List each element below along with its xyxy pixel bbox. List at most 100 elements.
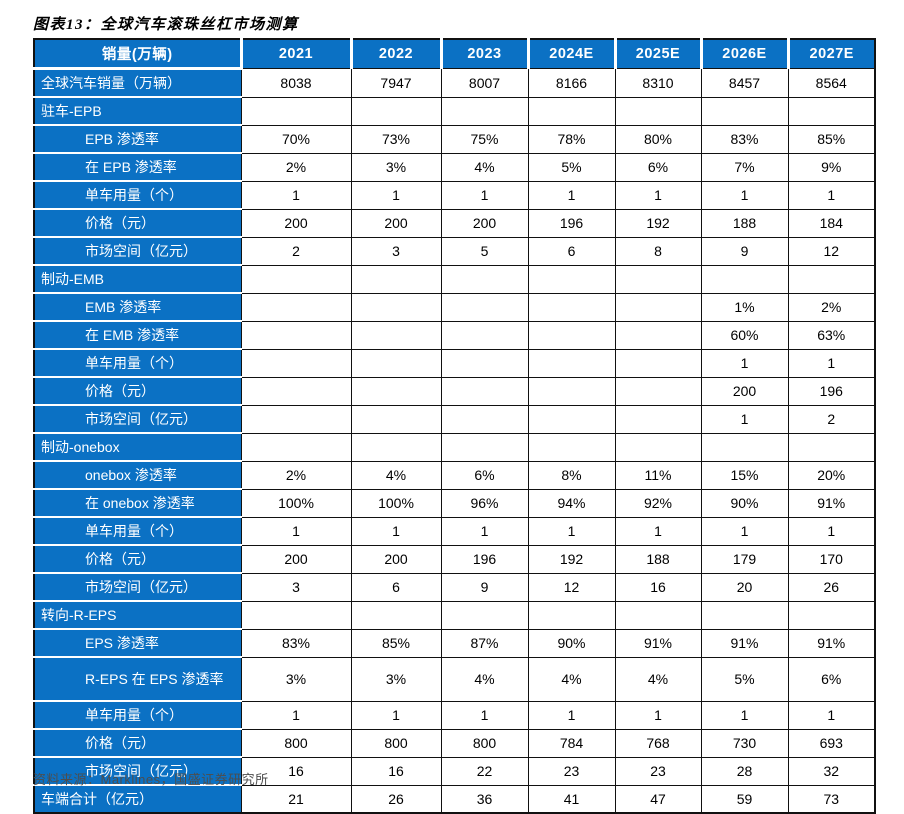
cell-value: 47 — [614, 784, 702, 814]
cell-value: 1 — [240, 180, 352, 210]
cell-value — [700, 600, 789, 630]
cell-value: 200 — [350, 208, 442, 238]
cell-value: 200 — [350, 544, 442, 574]
cell-value: 83% — [700, 124, 789, 154]
row-label: 制动-EMB — [34, 264, 242, 293]
cell-value: 73 — [787, 784, 876, 814]
cell-value — [440, 404, 529, 434]
cell-value: 12 — [787, 236, 876, 266]
table-row: 价格（元） 800 800 800 784 768 730 693 — [34, 728, 876, 758]
cell-value: 3 — [240, 572, 352, 602]
cell-value: 100% — [240, 488, 352, 518]
cell-value: 7% — [700, 152, 789, 182]
cell-value: 100% — [350, 488, 442, 518]
cell-value: 36 — [440, 784, 529, 814]
cell-value: 1 — [700, 348, 789, 378]
cell-value — [350, 600, 442, 630]
cell-value: 6 — [527, 236, 616, 266]
cell-value: 6% — [440, 460, 529, 490]
row-label: EPB 渗透率 — [34, 124, 242, 153]
cell-value: 1 — [440, 516, 529, 546]
cell-value: 85% — [787, 124, 876, 154]
cell-value: 11% — [614, 460, 702, 490]
cell-value — [350, 432, 442, 462]
cell-value — [700, 264, 789, 294]
row-label: 市场空间（亿元） — [34, 572, 242, 601]
cell-value: 96% — [440, 488, 529, 518]
cell-value: 41 — [527, 784, 616, 814]
cell-value: 9 — [440, 572, 529, 602]
column-header-year: 2024E — [526, 39, 615, 69]
cell-value — [350, 96, 442, 126]
cell-value — [350, 292, 442, 322]
cell-value — [614, 96, 702, 126]
cell-value: 1 — [700, 700, 789, 730]
cell-value: 2% — [787, 292, 876, 322]
row-label: 驻车-EPB — [34, 96, 242, 125]
table-row: 驻车-EPB — [34, 96, 876, 126]
table-row: EMB 渗透率 1% 2% — [34, 292, 876, 322]
row-label: 市场空间（亿元） — [34, 404, 242, 433]
table-row: EPS 渗透率 83% 85% 87% 90% 91% 91% 91% — [34, 628, 876, 658]
cell-value — [527, 432, 616, 462]
cell-value: 1 — [527, 516, 616, 546]
table-row: 在 EPB 渗透率 2% 3% 4% 5% 6% 7% 9% — [34, 152, 876, 182]
cell-value — [527, 96, 616, 126]
cell-value — [787, 96, 876, 126]
header-row: 销量(万辆) 2021 2022 2023 2024E 2025E 2026E 2027E — [34, 39, 875, 70]
cell-value: 768 — [614, 728, 702, 758]
market-estimate-table: 销量(万辆) 2021 2022 2023 2024E 2025E 2026E 2027E 全… — [33, 38, 876, 814]
cell-value: 6% — [614, 152, 702, 182]
column-header-year: 2027E — [786, 39, 875, 69]
row-label: 在 onebox 渗透率 — [34, 488, 242, 517]
cell-value: 26 — [350, 784, 442, 814]
cell-value: 91% — [787, 628, 876, 658]
cell-value — [240, 320, 352, 350]
cell-value — [614, 348, 702, 378]
table-row: 单车用量（个） 1 1 1 1 1 1 1 — [34, 516, 876, 546]
cell-value: 94% — [527, 488, 616, 518]
cell-value: 4% — [440, 152, 529, 182]
cell-value: 78% — [527, 124, 616, 154]
table-row: 在 onebox 渗透率 100% 100% 96% 94% 92% 90% 91% — [34, 488, 876, 518]
cell-value: 192 — [614, 208, 702, 238]
cell-value: 1 — [700, 404, 789, 434]
cell-value — [240, 376, 352, 406]
cell-value — [240, 432, 352, 462]
cell-value: 5% — [527, 152, 616, 182]
cell-value: 1 — [787, 700, 876, 730]
cell-value: 1% — [700, 292, 789, 322]
cell-value: 170 — [787, 544, 876, 574]
cell-value: 1 — [614, 180, 702, 210]
row-label: onebox 渗透率 — [34, 460, 242, 489]
cell-value: 184 — [787, 208, 876, 238]
table-row: 市场空间（亿元） 2 3 5 6 8 9 12 — [34, 236, 876, 266]
cell-value: 75% — [440, 124, 529, 154]
table-row: 单车用量（个） 1 1 1 1 1 1 1 — [34, 180, 876, 210]
cell-value — [787, 600, 876, 630]
table-row: 车端合计（亿元） 21 26 36 41 47 59 73 — [34, 784, 876, 814]
table-header: 销量(万辆) 2021 2022 2023 2024E 2025E 2026E 2027E — [34, 39, 875, 70]
cell-value: 800 — [440, 728, 529, 758]
cell-value — [614, 404, 702, 434]
table-row: 转向-R-EPS — [34, 600, 876, 630]
row-label: 价格（元） — [34, 544, 242, 573]
table-row: onebox 渗透率 2% 4% 6% 8% 11% 15% 20% — [34, 460, 876, 490]
cell-value: 91% — [614, 628, 702, 658]
row-label: 单车用量（个） — [34, 180, 242, 209]
cell-value: 1 — [350, 700, 442, 730]
cell-value: 60% — [700, 320, 789, 350]
row-label: 全球汽车销量（万辆） — [34, 67, 242, 97]
cell-value — [787, 432, 876, 462]
cell-value: 1 — [527, 700, 616, 730]
cell-value: 1 — [350, 516, 442, 546]
cell-value — [527, 348, 616, 378]
cell-value: 730 — [700, 728, 789, 758]
cell-value: 1 — [787, 348, 876, 378]
row-label: 单车用量（个） — [34, 348, 242, 377]
cell-value: 8038 — [240, 68, 352, 98]
cell-value: 693 — [787, 728, 876, 758]
cell-value: 1 — [440, 700, 529, 730]
cell-value: 1 — [787, 516, 876, 546]
cell-value: 1 — [614, 516, 702, 546]
